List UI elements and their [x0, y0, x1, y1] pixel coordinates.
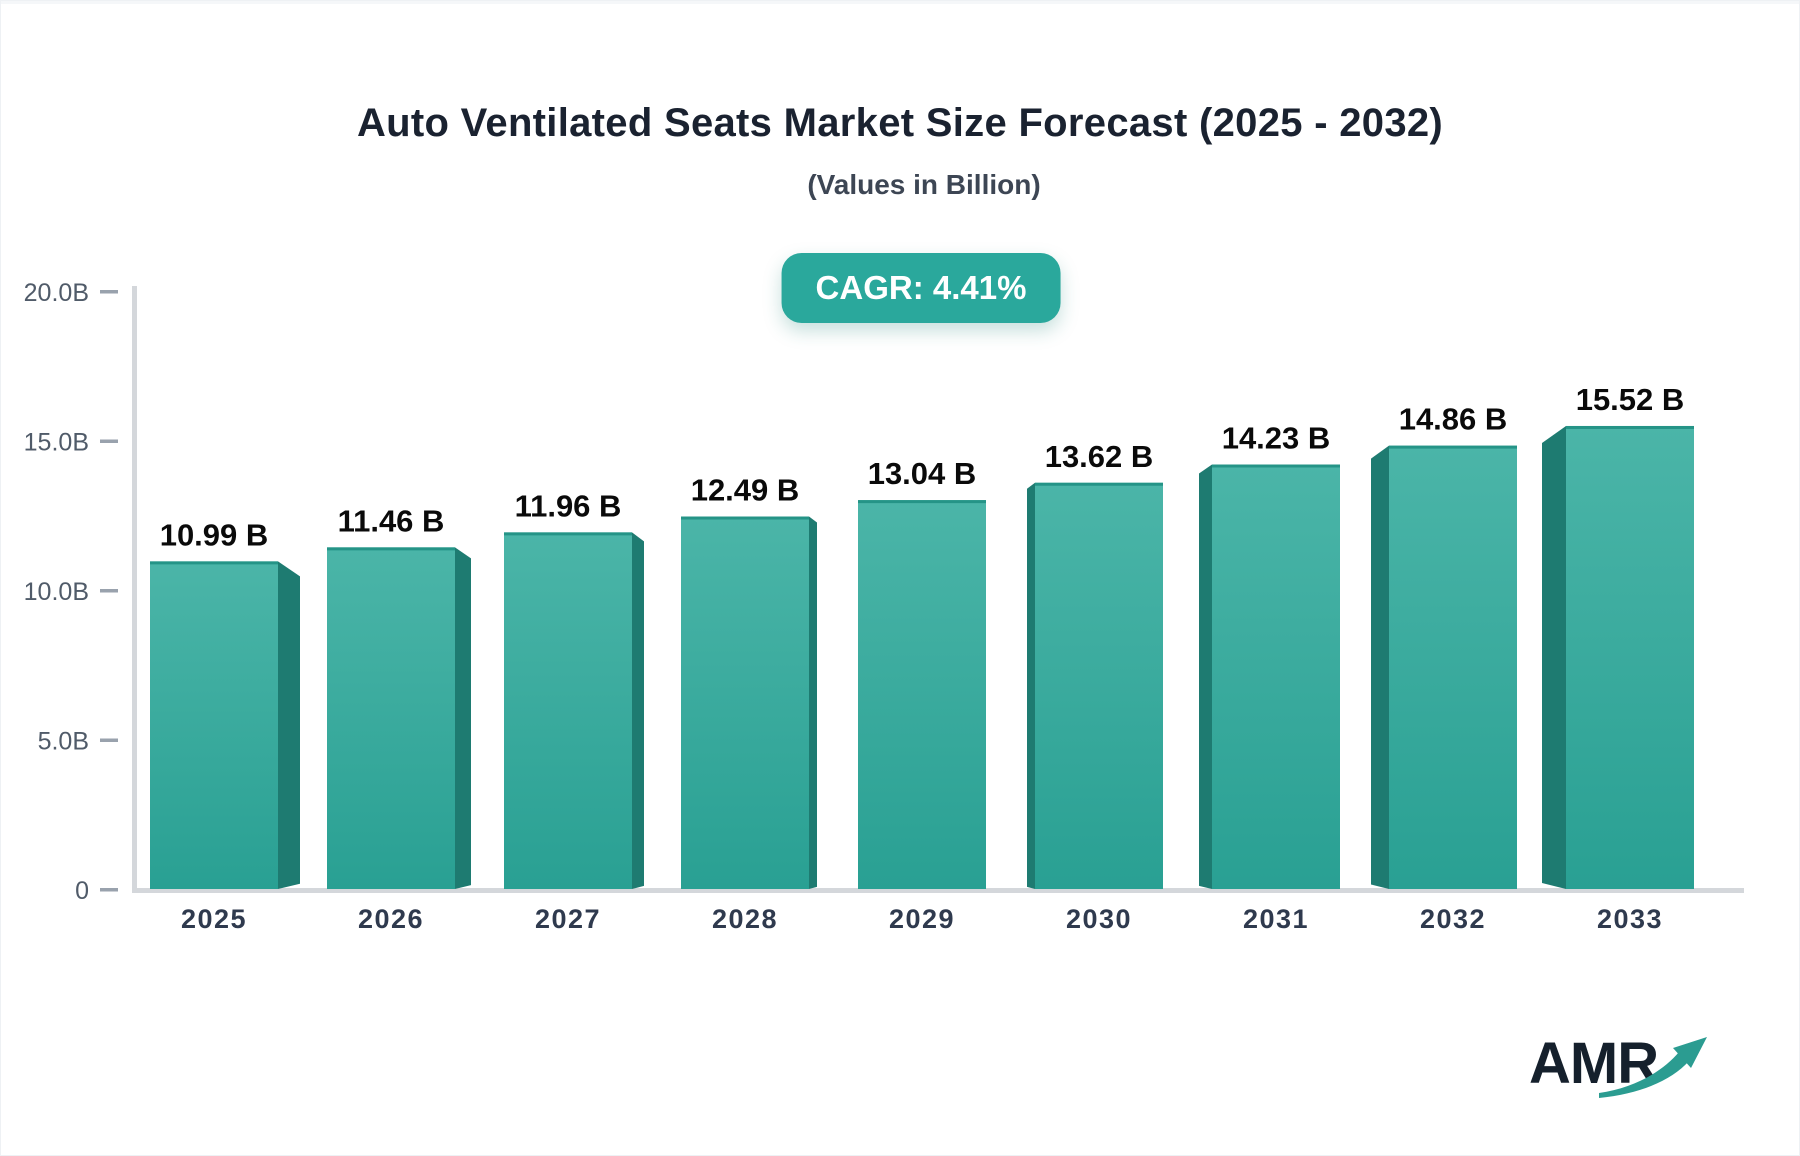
y-tick-mark [100, 290, 118, 294]
x-tick-label: 2029 [889, 904, 955, 934]
bar-2032[interactable] [1389, 445, 1517, 889]
y-axis [132, 286, 137, 893]
bar-value-label: 12.49 B [691, 473, 800, 508]
bar-2025[interactable] [150, 561, 278, 889]
growth-arrow-head [1673, 1037, 1707, 1068]
bar-side-face [1542, 425, 1566, 889]
bar-side-face [1371, 445, 1389, 889]
bar-2031[interactable] [1212, 464, 1340, 889]
bar-side-face [1199, 464, 1212, 889]
y-tick-label: 20.0B [24, 279, 89, 307]
x-axis [132, 888, 1744, 893]
x-tick-label: 2026 [358, 904, 424, 934]
bar-2027[interactable] [504, 532, 632, 889]
bar-2026[interactable] [327, 547, 455, 889]
x-tick-label: 2031 [1243, 904, 1309, 934]
cagr-badge: CAGR: 4.41% [781, 253, 1061, 323]
bar-2029[interactable] [858, 500, 986, 889]
x-tick-label: 2025 [181, 904, 247, 934]
bar-side-face [1027, 482, 1035, 889]
x-tick-label: 2033 [1597, 904, 1663, 934]
bar-value-label: 14.23 B [1222, 421, 1331, 456]
bar-side-face [455, 547, 471, 889]
bar-2030[interactable] [1035, 482, 1163, 889]
chart-subtitle: (Values in Billion) [807, 169, 1041, 200]
bar-2033[interactable] [1566, 425, 1694, 889]
bar-side-face [632, 532, 644, 889]
x-tick-label: 2028 [712, 904, 778, 934]
bar-value-label: 11.46 B [338, 503, 445, 538]
y-tick-label: 0 [75, 877, 89, 905]
bar-side-face [278, 561, 300, 889]
bar-value-label: 11.96 B [515, 488, 622, 523]
x-tick-label: 2027 [535, 904, 601, 934]
bar-value-label: 13.04 B [868, 456, 977, 491]
y-tick-mark [100, 888, 118, 892]
y-tick-mark [100, 589, 118, 593]
amr-logo: AMR [1529, 1035, 1729, 1115]
y-tick-mark [100, 439, 118, 443]
growth-arrow-icon [1599, 1037, 1707, 1098]
bar-value-label: 14.86 B [1399, 402, 1508, 437]
y-tick-label: 15.0B [24, 429, 89, 457]
y-tick-mark [100, 738, 118, 742]
x-tick-label: 2030 [1066, 904, 1132, 934]
x-tick-label: 2032 [1420, 904, 1486, 934]
y-tick-label: 10.0B [24, 578, 89, 606]
bar-value-label: 15.52 B [1576, 382, 1685, 417]
chart-title: Auto Ventilated Seats Market Size Foreca… [356, 101, 1444, 145]
bar-value-label: 10.99 B [160, 517, 269, 552]
bar-2028[interactable] [681, 516, 809, 889]
y-tick-label: 5.0B [38, 728, 89, 756]
bar-value-label: 13.62 B [1045, 439, 1154, 474]
bar-side-face [809, 516, 817, 889]
growth-arrow-swoosh [1599, 1052, 1689, 1098]
